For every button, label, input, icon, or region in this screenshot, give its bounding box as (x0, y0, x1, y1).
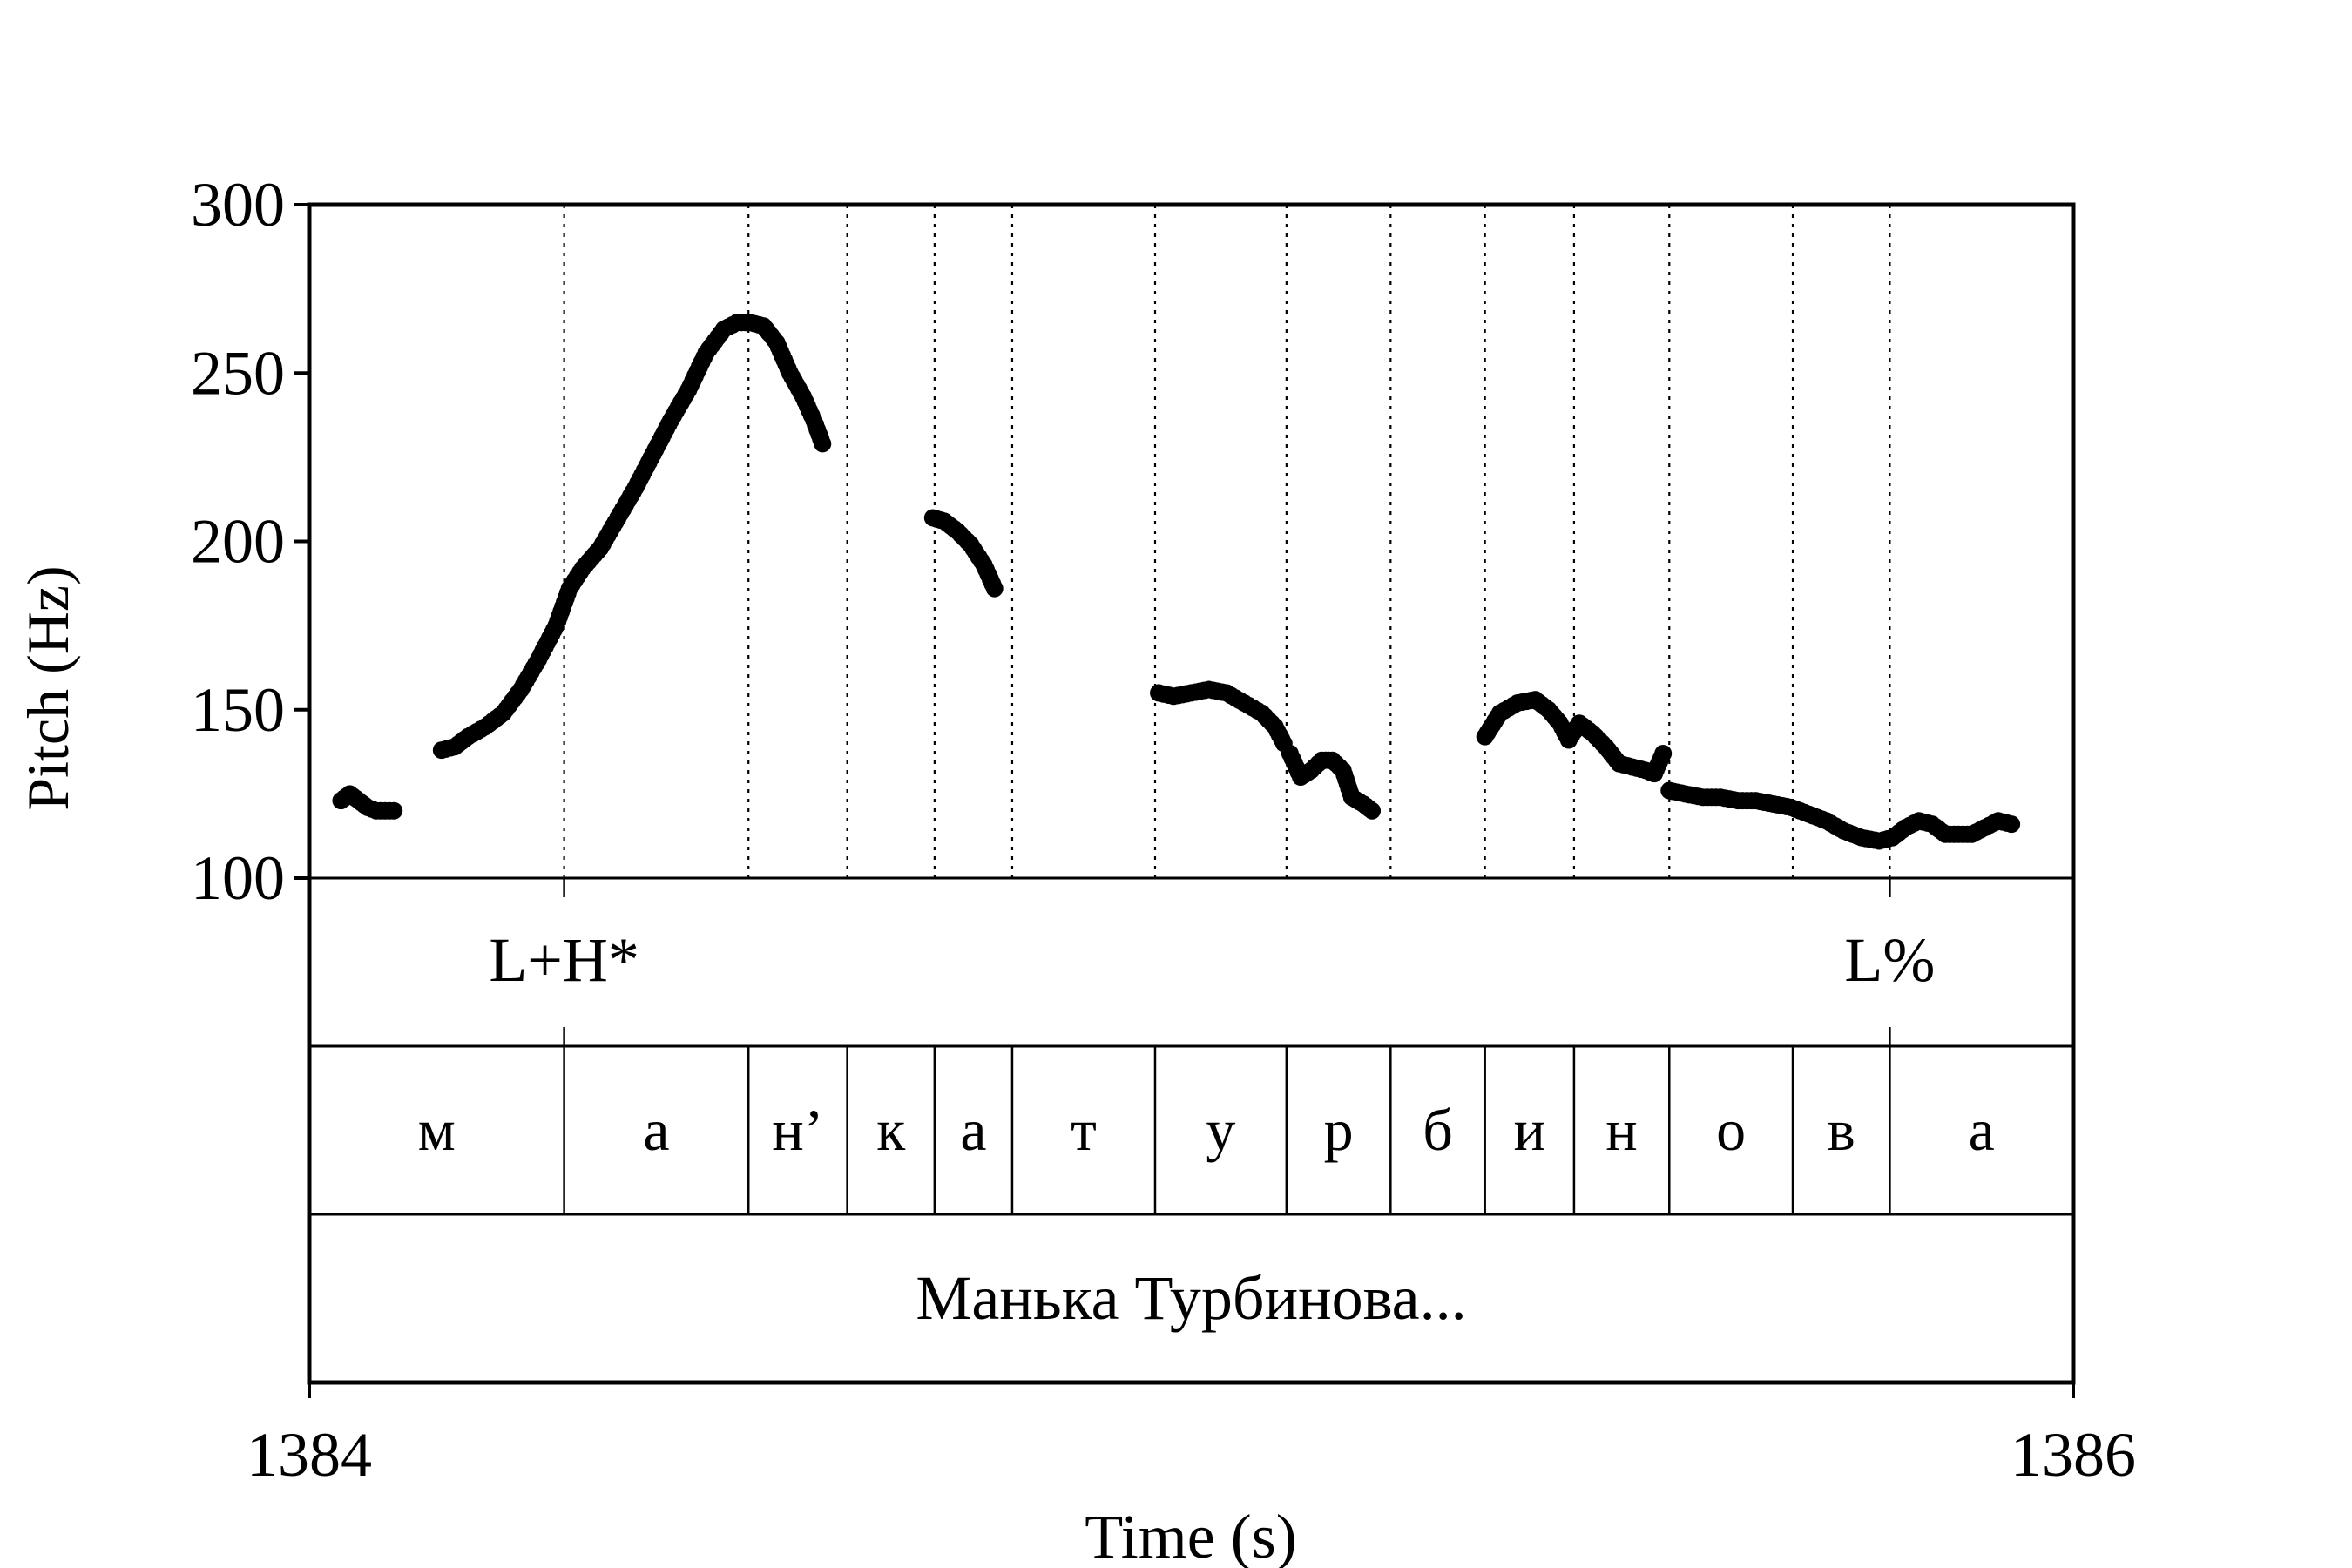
y-tick-label: 250 (191, 338, 285, 408)
segment-label: о (1716, 1097, 1746, 1163)
segment-label: к (876, 1097, 906, 1163)
y-axis-label: Pitch (Hz) (15, 565, 81, 810)
segment-label: р (1324, 1097, 1354, 1163)
pitch-point (814, 435, 832, 453)
pitch-contour (332, 314, 2021, 850)
x-axis-label: Time (s) (1085, 1502, 1296, 1568)
word-tier: Манька Турбинова... (916, 1263, 1466, 1333)
segment-label: н (1605, 1097, 1637, 1163)
x-tick-label: 1386 (2011, 1420, 2136, 1490)
x-tick-label: 1384 (247, 1420, 372, 1490)
segment-tier: м а н’ к а т у р б и н о в а (418, 1097, 1995, 1163)
chart-frame (307, 202, 2076, 1385)
segment-label: в (1828, 1097, 1855, 1163)
y-tick-label: 300 (191, 170, 285, 240)
pitch-point (385, 801, 403, 820)
word-label: Манька Турбинова... (916, 1263, 1466, 1333)
pitch-point (1363, 801, 1382, 820)
segment-label: и (1514, 1097, 1545, 1163)
y-tick-label: 200 (191, 507, 285, 577)
y-tick-label: 150 (191, 675, 285, 745)
tone-tier: L+H* L% (489, 925, 1935, 995)
segment-label: т (1071, 1097, 1097, 1163)
pitch-point (1654, 744, 1673, 762)
segment-label: у (1206, 1097, 1235, 1163)
segment-label: а (960, 1097, 986, 1163)
pitch-point (2003, 815, 2021, 834)
segment-label: а (643, 1097, 669, 1163)
segment-label: н’ (772, 1097, 823, 1163)
segment-label: б (1423, 1097, 1453, 1163)
pitch-point (985, 579, 1004, 598)
x-axis: 1384 1386 (247, 1382, 2136, 1490)
segment-label: м (418, 1097, 456, 1163)
tone-label: L% (1844, 925, 1935, 995)
y-axis: 100 150 200 250 300 (191, 170, 309, 913)
segment-label: а (1969, 1097, 1995, 1163)
segment-boundaries (563, 205, 1891, 1214)
y-tick-label: 100 (191, 843, 285, 913)
tone-label: L+H* (489, 925, 639, 995)
